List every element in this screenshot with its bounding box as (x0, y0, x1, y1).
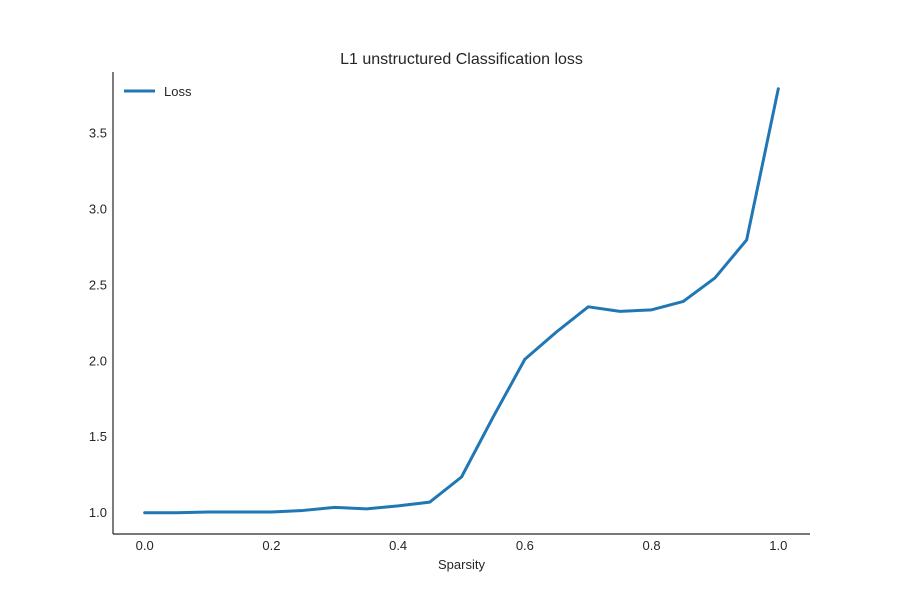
y-tick-label: 3.5 (89, 125, 107, 140)
y-tick-label: 1.5 (89, 429, 107, 444)
x-tick-label: 0.4 (389, 538, 407, 553)
y-tick-label: 2.0 (89, 353, 107, 368)
y-tick-label: 2.5 (89, 277, 107, 292)
y-ticks: 1.0 1.5 2.0 2.5 3.0 3.5 (89, 125, 107, 520)
x-tick-label: 0.8 (643, 538, 661, 553)
x-tick-label: 1.0 (769, 538, 787, 553)
plot-area: 0.0 0.2 0.4 0.6 0.8 1.0 1.0 1.5 2.0 2.5 3.0 3.5 (89, 72, 810, 553)
x-tick-label: 0.0 (136, 538, 154, 553)
x-axis-label: Sparsity (438, 557, 485, 572)
legend: Loss (124, 84, 192, 99)
x-tick-label: 0.2 (262, 538, 280, 553)
x-tick-label: 0.6 (516, 538, 534, 553)
y-tick-label: 1.0 (89, 505, 107, 520)
series-layer (143, 87, 780, 515)
series-line-loss (143, 87, 780, 515)
chart-title: L1 unstructured Classification loss (340, 51, 583, 68)
legend-label: Loss (164, 84, 192, 99)
y-tick-label: 3.0 (89, 201, 107, 216)
x-ticks: 0.0 0.2 0.4 0.6 0.8 1.0 (136, 538, 788, 553)
